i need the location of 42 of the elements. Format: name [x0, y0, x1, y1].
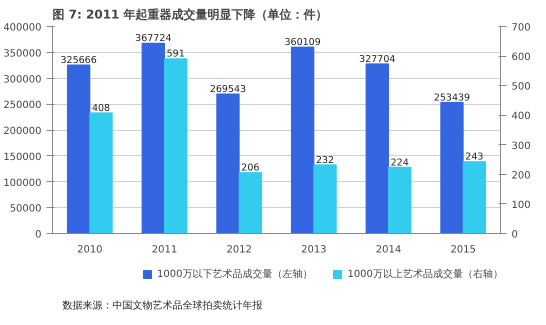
data-label: 360109	[284, 37, 321, 48]
data-label: 327704	[359, 54, 396, 65]
x-tick-label: 2010	[77, 244, 103, 256]
y2-tick-label: 100	[512, 200, 531, 211]
bar	[366, 63, 389, 234]
chart-title: 图 7: 2011 年起重器成交量明显下降（单位：件）	[52, 8, 328, 22]
y-tick-label: 50000	[10, 204, 42, 215]
y2-tick-label: 700	[512, 22, 531, 34]
data-label: 325666	[60, 54, 97, 66]
y2-tick-label: 0	[512, 230, 518, 240]
y2-tick-label: 200	[512, 170, 531, 182]
y2-tick-label: 500	[512, 82, 531, 93]
y-tick-label: 200000	[3, 126, 42, 137]
y2-tick-label: 600	[512, 52, 531, 64]
data-label: 232	[316, 154, 334, 166]
x-tick-label: 2011	[152, 244, 178, 256]
y-tick-label: 350000	[3, 48, 42, 60]
y-tick-label: 300000	[3, 74, 42, 86]
y-tick-label: 150000	[3, 152, 42, 163]
data-label: 206	[241, 162, 260, 174]
y-tick-label: 100000	[3, 178, 42, 189]
x-tick-label: 2013	[301, 244, 327, 256]
data-label: 591	[166, 48, 185, 60]
data-label: 243	[465, 152, 484, 163]
x-tick-label: 2014	[376, 244, 402, 256]
bar	[216, 94, 240, 234]
x-tick-label: 2012	[226, 244, 252, 256]
y2-tick-label: 300	[512, 140, 531, 152]
y-tick-label: 250000	[3, 100, 42, 112]
y-tick-label: 400000	[3, 22, 42, 34]
data-label: 253439	[434, 92, 470, 104]
data-label: 224	[390, 157, 409, 168]
legend-label: 1000万以下艺术品成交量（左轴）	[157, 268, 312, 281]
x-tick-label: 2015	[450, 244, 476, 256]
y-tick-label: 0	[35, 230, 42, 240]
data-label: 269543	[210, 84, 246, 96]
data-label: 408	[92, 102, 110, 114]
y2-tick-label: 400	[512, 111, 531, 122]
legend-label: 1000万以上艺术品成交量（右轴）	[347, 268, 501, 281]
data-label: 367724	[135, 33, 172, 44]
source-note: 数据来源：中国文物艺术品全球拍卖统计年报	[62, 300, 262, 312]
bar	[290, 46, 314, 234]
